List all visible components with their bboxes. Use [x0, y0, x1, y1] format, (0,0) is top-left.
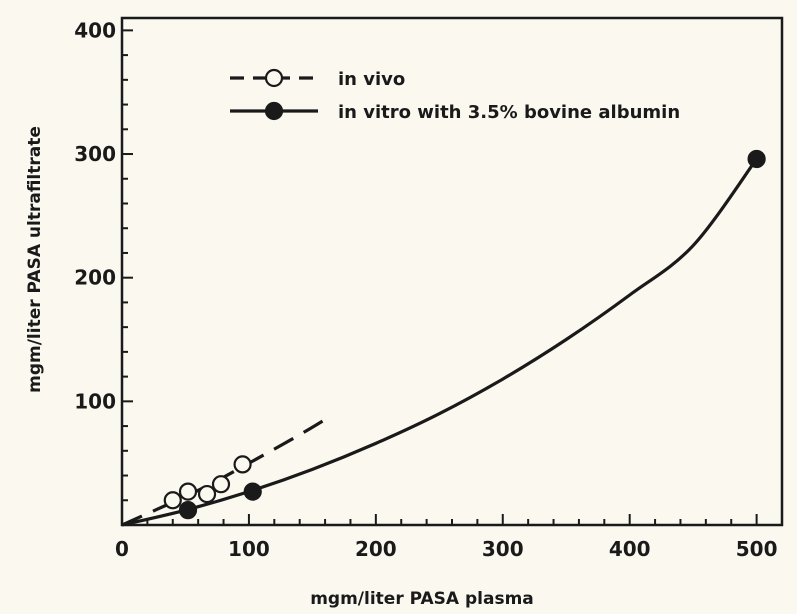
x-axis-label: mgm/liter PASA plasma [310, 589, 534, 609]
data-point-in-vivo [163, 491, 182, 510]
x-tick-label: 500 [736, 537, 778, 561]
legend-marker [264, 101, 284, 121]
x-tick-label: 300 [482, 537, 524, 561]
x-tick-label: 100 [228, 537, 270, 561]
data-point-in-vitro [243, 482, 262, 501]
y-axis-label: mgm/liter PASA ultrafiltrate [25, 126, 45, 393]
series-line-in-vitro [121, 158, 758, 527]
data-point-in-vitro [178, 501, 198, 520]
y-tick-label: 300 [74, 142, 116, 166]
data-point-in-vivo [197, 484, 217, 504]
legend-label: in vitro with 3.5% bovine albumin [338, 102, 680, 123]
data-point-in-vitro [747, 149, 766, 169]
legend-label: in vivo [338, 69, 405, 90]
plot-frame [120, 16, 784, 527]
data-point-in-vivo [233, 455, 252, 474]
x-tick-label: 0 [115, 537, 129, 561]
y-tick-label: 100 [74, 389, 116, 413]
x-tick-label: 200 [355, 537, 397, 561]
y-tick-label: 400 [74, 18, 116, 42]
data-point-in-vivo [211, 475, 231, 494]
y-tick-label: 200 [74, 266, 116, 290]
series-line-in-vivo [121, 413, 334, 527]
x-tick-label: 400 [609, 537, 651, 561]
data-point-in-vivo [178, 482, 198, 501]
legend-marker [264, 68, 284, 88]
